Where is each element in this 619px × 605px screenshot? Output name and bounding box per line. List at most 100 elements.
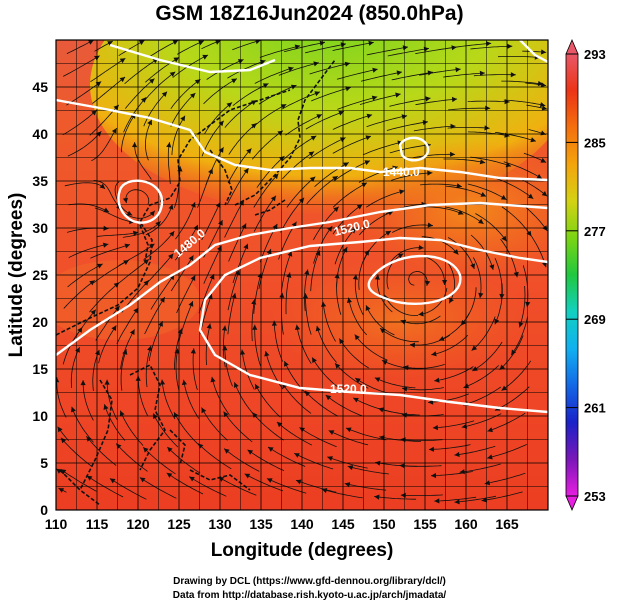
streamline <box>204 102 233 135</box>
y-tick-label: 15 <box>32 361 48 377</box>
streamline-arrowhead <box>365 135 371 141</box>
streamline-arrowhead <box>252 324 258 330</box>
streamline <box>415 98 458 106</box>
streamline <box>522 179 548 197</box>
streamline-arrowhead <box>95 349 100 356</box>
streamline-arrowhead <box>207 293 213 300</box>
streamline-arrowhead <box>479 159 486 165</box>
streamline-arrowhead <box>431 472 437 479</box>
streamline-arrowhead <box>480 192 487 197</box>
streamline-arrowhead <box>368 40 374 46</box>
streamline-arrowhead <box>439 336 445 341</box>
streamline <box>106 379 118 421</box>
streamline <box>400 438 443 441</box>
streamline-arrowhead <box>352 274 358 280</box>
streamline <box>332 114 373 130</box>
streamline <box>203 78 238 105</box>
x-tick-label: 120 <box>126 516 150 532</box>
streamline <box>447 127 490 129</box>
x-tick-label: 115 <box>86 516 109 532</box>
streamline <box>228 223 247 262</box>
streamline <box>379 327 419 343</box>
streamline <box>285 272 291 315</box>
streamline <box>354 274 364 316</box>
streamline <box>358 166 398 183</box>
streamline-arrowhead <box>313 61 319 67</box>
streamline <box>354 334 388 361</box>
streamline <box>448 263 455 304</box>
streamline-arrowhead <box>354 334 360 341</box>
streamline <box>374 496 417 500</box>
streamline <box>70 347 80 388</box>
lat-lon-grid <box>56 40 548 510</box>
streamline <box>413 125 456 132</box>
streamline-arrowhead <box>304 269 310 275</box>
streamline-arrowhead <box>499 364 505 370</box>
streamline-arrowhead <box>119 58 126 64</box>
streamline <box>427 393 470 403</box>
streamline-arrowhead <box>231 78 237 84</box>
streamline-arrowhead <box>395 92 401 98</box>
streamline <box>379 436 421 442</box>
streamline <box>471 316 496 351</box>
streamline <box>149 40 179 58</box>
streamline-arrowhead <box>161 91 168 97</box>
streamline <box>281 382 312 414</box>
streamline <box>62 109 97 136</box>
streamline <box>363 230 392 262</box>
map-title: GSM 18Z16Jun2024 (850.0hPa) <box>155 2 464 25</box>
streamline <box>251 103 287 129</box>
streamline <box>399 465 442 467</box>
streamline <box>218 476 257 496</box>
y-tick-label: 40 <box>32 126 48 142</box>
streamline-arrowhead <box>143 447 149 453</box>
streamline <box>447 237 475 270</box>
streamline-arrowhead <box>507 43 513 49</box>
plot-frame <box>55 39 549 511</box>
streamline <box>120 349 127 391</box>
streamline-arrowhead <box>459 469 465 475</box>
streamline <box>309 137 346 160</box>
streamline <box>173 412 200 446</box>
streamline <box>334 362 369 389</box>
streamline <box>503 99 546 106</box>
colorbar-label: 277 <box>584 224 606 239</box>
streamline-arrowhead <box>168 204 174 210</box>
streamline <box>167 142 171 185</box>
streamline-arrowhead <box>350 228 356 234</box>
streamline-arrowhead <box>347 465 354 471</box>
streamline-arrowhead <box>510 72 516 78</box>
streamline-arrowhead <box>315 325 321 332</box>
streamline-arrowhead <box>97 263 103 269</box>
streamline <box>304 390 339 417</box>
colorbar-bottom-arrow <box>565 495 579 512</box>
streamline-arrowhead <box>361 182 367 188</box>
streamline-arrowhead <box>89 280 95 286</box>
x-axis-title: Longitude (degrees) <box>211 540 394 561</box>
streamline <box>384 294 419 317</box>
streamline <box>197 443 232 470</box>
streamline-arrowhead <box>527 193 534 199</box>
colorbar-ticks <box>566 53 578 497</box>
streamline-arrowhead <box>189 476 195 482</box>
streamline <box>98 325 117 364</box>
streamline <box>494 257 503 300</box>
y-axis-title: Latitude (degrees) <box>6 193 27 358</box>
streamline <box>224 345 233 387</box>
streamline <box>282 135 317 161</box>
streamline-arrowhead <box>133 307 139 314</box>
streamline <box>197 168 213 208</box>
streamline <box>475 213 507 242</box>
streamline-arrowhead <box>188 301 194 307</box>
streamline <box>178 300 194 341</box>
streamline <box>137 375 149 417</box>
contour-1440 <box>56 98 548 182</box>
streamline <box>227 60 266 79</box>
streamline-arrowhead <box>80 380 86 386</box>
streamline <box>167 446 201 474</box>
streamline-arrowhead <box>86 436 92 442</box>
streamline-arrowhead <box>169 231 175 237</box>
streamline <box>434 366 474 382</box>
streamline <box>226 167 249 205</box>
credit-drawing: Drawing by DCL (https://www.gfd-dennou.o… <box>173 576 446 587</box>
